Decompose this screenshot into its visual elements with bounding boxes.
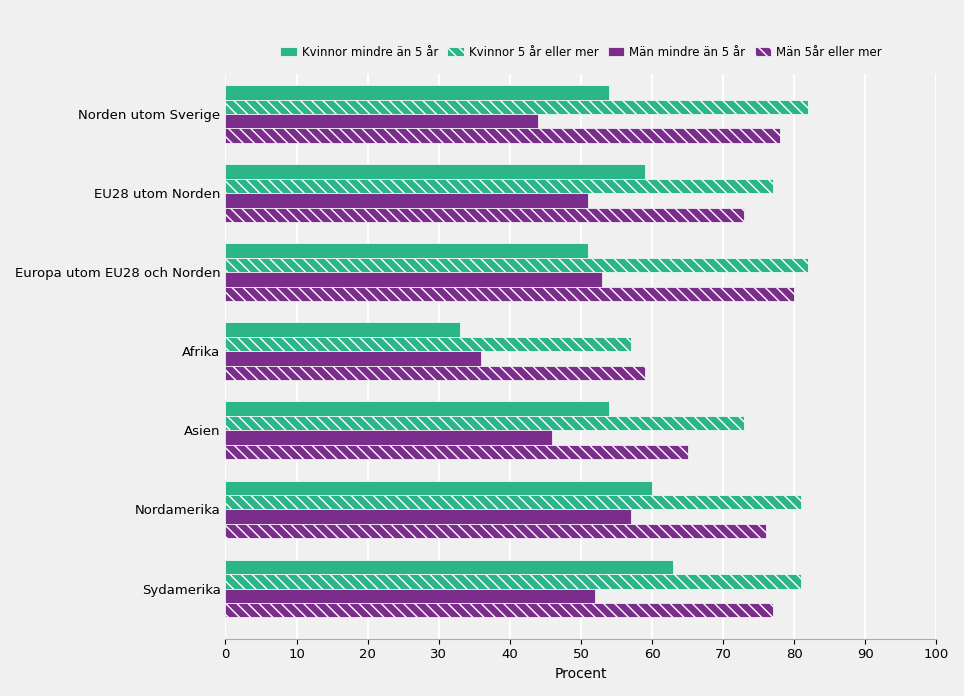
Bar [226,430,552,445]
Bar [226,179,773,193]
X-axis label: Procent: Procent [554,667,607,681]
Bar [226,337,630,351]
Bar [226,272,602,287]
Bar [226,416,744,430]
Bar [226,193,588,207]
Bar [226,445,687,459]
Bar [226,100,809,114]
Bar [226,244,588,258]
Bar [226,495,801,509]
Bar [226,365,645,380]
Bar [226,258,809,272]
Bar [226,207,744,222]
Bar [226,164,645,179]
Bar [226,402,609,416]
Bar [226,560,673,574]
Bar [226,509,630,524]
Legend: Kvinnor mindre än 5 år, Kvinnor 5 år eller mer, Män mindre än 5 år, Män 5år elle: Kvinnor mindre än 5 år, Kvinnor 5 år ell… [276,41,886,63]
Bar [226,603,773,617]
Bar [226,129,780,143]
Bar [226,85,609,100]
Bar [226,322,460,337]
Bar [226,480,652,495]
Bar [226,524,765,538]
Bar [226,114,538,129]
Bar [226,351,481,365]
Bar [226,287,794,301]
Bar [226,574,801,589]
Bar [226,589,595,603]
